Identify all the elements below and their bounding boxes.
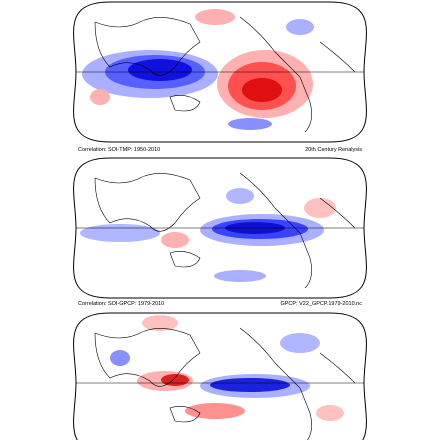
contour-red [161, 374, 189, 386]
map-border [73, 1, 367, 143]
contour-red [242, 78, 282, 102]
contour-red [195, 9, 235, 25]
contour-blue [210, 378, 290, 392]
coastline [94, 172, 356, 289]
map-panel [73, 312, 367, 440]
field [73, 315, 367, 440]
contour-blue [110, 350, 130, 366]
contour-blue [128, 59, 192, 81]
contour-red [90, 89, 110, 105]
contour-red [304, 198, 336, 218]
map-border [73, 157, 367, 299]
caption-right: 20th Century Renalysis [305, 147, 362, 153]
caption-left: Correlation: SOI-GPCP: 1979-2010 [78, 301, 164, 307]
field [73, 9, 367, 133]
coastline [94, 16, 356, 133]
contour-blue [280, 333, 320, 353]
coastline [94, 327, 356, 440]
map-panel [73, 1, 367, 143]
contour-blue [228, 118, 272, 130]
caption-right: GPCP: V22_GPCP.1979-2010.nc [280, 301, 362, 307]
contour-red [185, 403, 245, 419]
field [73, 172, 367, 289]
contour-red [142, 315, 178, 331]
contour-blue [80, 224, 160, 242]
contour-blue [226, 188, 254, 204]
caption-left: Correlation: SOI-TMP: 1950-2010 [78, 147, 160, 153]
map-border [73, 312, 367, 440]
contour-blue [214, 270, 266, 282]
contour-blue [286, 19, 314, 35]
contour-red [316, 405, 344, 421]
contour-red [161, 232, 189, 248]
map-panel [73, 157, 367, 299]
